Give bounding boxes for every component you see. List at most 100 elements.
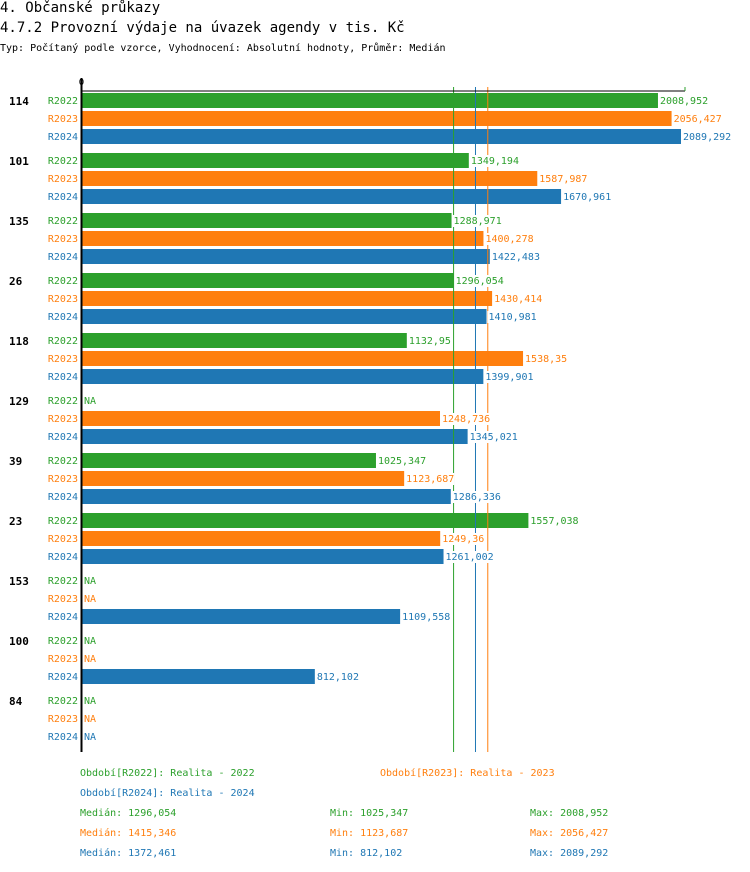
data-label: 1410,981: [489, 312, 537, 323]
series-label: R2023: [48, 234, 78, 245]
data-label: NA: [84, 732, 96, 743]
category-label: 23: [9, 515, 22, 528]
series-label: R2022: [48, 216, 78, 227]
series-label: R2024: [48, 732, 78, 743]
bar: [82, 411, 441, 426]
data-label-background: [83, 713, 97, 725]
data-label: 1400,278: [485, 234, 533, 245]
data-label: 1557,038: [530, 516, 578, 527]
data-label: NA: [84, 654, 96, 665]
series-label: R2024: [48, 672, 78, 683]
data-label: 2056,427: [674, 114, 722, 125]
data-label-background: [83, 593, 97, 605]
stat-median-r2023: Medián: 1415,346: [80, 828, 177, 839]
data-label-background: [83, 575, 97, 587]
category-label: 84: [9, 695, 23, 708]
bar: [82, 333, 407, 348]
data-label-background: [682, 131, 732, 143]
data-label-background: [83, 653, 97, 665]
data-label-background: [490, 251, 540, 263]
data-label-background: [538, 173, 588, 185]
legend-period-r2023: Období[R2023]: Realita - 2023: [380, 768, 555, 779]
data-label: 1296,054: [456, 276, 504, 287]
legend-period-r2022: Období[R2022]: Realita - 2022: [80, 768, 255, 779]
data-label-background: [468, 431, 518, 443]
bar: [82, 171, 538, 186]
data-label-background: [529, 515, 579, 527]
bar: [82, 531, 441, 546]
data-label-background: [562, 191, 612, 203]
category-label: 135: [9, 215, 29, 228]
series-label: R2023: [48, 414, 78, 425]
data-label-background: [672, 113, 722, 125]
series-label: R2022: [48, 456, 78, 467]
data-label-background: [452, 215, 502, 227]
data-label: 812,102: [317, 672, 359, 683]
bar: [82, 213, 452, 228]
series-label: R2022: [48, 696, 78, 707]
series-label: R2024: [48, 252, 78, 263]
data-label-background: [407, 335, 451, 347]
bar: [82, 549, 444, 564]
data-label-background: [83, 695, 97, 707]
series-label: R2024: [48, 552, 78, 563]
data-label-background: [469, 155, 519, 167]
data-label-background: [83, 731, 97, 743]
bar: [82, 309, 487, 324]
bar: [82, 129, 681, 144]
data-label: 1109,558: [402, 612, 450, 623]
data-label: 1345,021: [470, 432, 518, 443]
series-label: R2023: [48, 354, 78, 365]
data-label-background: [451, 491, 501, 503]
category-label: 101: [9, 155, 29, 168]
data-label-background: [493, 293, 543, 305]
bar: [82, 453, 376, 468]
bar: [82, 471, 405, 486]
stat-min-r2022: Min: 1025,347: [330, 808, 409, 819]
bar: [82, 669, 315, 684]
stat-max-r2024: Max: 2089,292: [530, 848, 609, 859]
series-label: R2023: [48, 474, 78, 485]
series-label: R2024: [48, 612, 78, 623]
data-label-background: [401, 611, 451, 623]
data-label: NA: [84, 594, 96, 605]
legend-period-r2024: Období[R2024]: Realita - 2024: [80, 788, 255, 799]
data-label: 1132,95: [409, 336, 451, 347]
section-title: 4. Občanské průkazy: [0, 0, 161, 16]
category-label: 118: [9, 335, 29, 348]
stat-min-r2023: Min: 1123,687: [330, 828, 409, 839]
data-label-background: [484, 371, 534, 383]
series-label: R2022: [48, 96, 78, 107]
bar: [82, 609, 401, 624]
data-label: 1538,35: [525, 354, 567, 365]
series-label: R2022: [48, 336, 78, 347]
series-label: R2022: [48, 156, 78, 167]
series-label: R2023: [48, 174, 78, 185]
data-label: NA: [84, 576, 96, 587]
data-label: 1670,961: [563, 192, 611, 203]
series-label: R2023: [48, 114, 78, 125]
data-label-background: [658, 95, 709, 107]
series-label: R2022: [48, 636, 78, 647]
data-label: 1249,36: [442, 534, 484, 545]
data-label: 1422,483: [492, 252, 540, 263]
data-label: 1288,971: [454, 216, 502, 227]
series-label: R2024: [48, 492, 78, 503]
series-label: R2023: [48, 294, 78, 305]
data-label-background: [441, 533, 485, 545]
data-label-background: [315, 671, 359, 683]
category-label: 114: [9, 95, 29, 108]
series-label: R2024: [48, 312, 78, 323]
data-label-background: [83, 635, 97, 647]
data-label-background: [83, 395, 97, 407]
category-label: 100: [9, 635, 29, 648]
series-label: R2022: [48, 576, 78, 587]
bar: [82, 513, 529, 528]
stat-median-r2022: Medián: 1296,054: [80, 808, 177, 819]
bar: [82, 231, 484, 246]
data-label-background: [405, 473, 455, 485]
stat-max-r2023: Max: 2056,427: [530, 828, 609, 839]
category-label: 153: [9, 575, 29, 588]
data-label: 1430,414: [494, 294, 542, 305]
